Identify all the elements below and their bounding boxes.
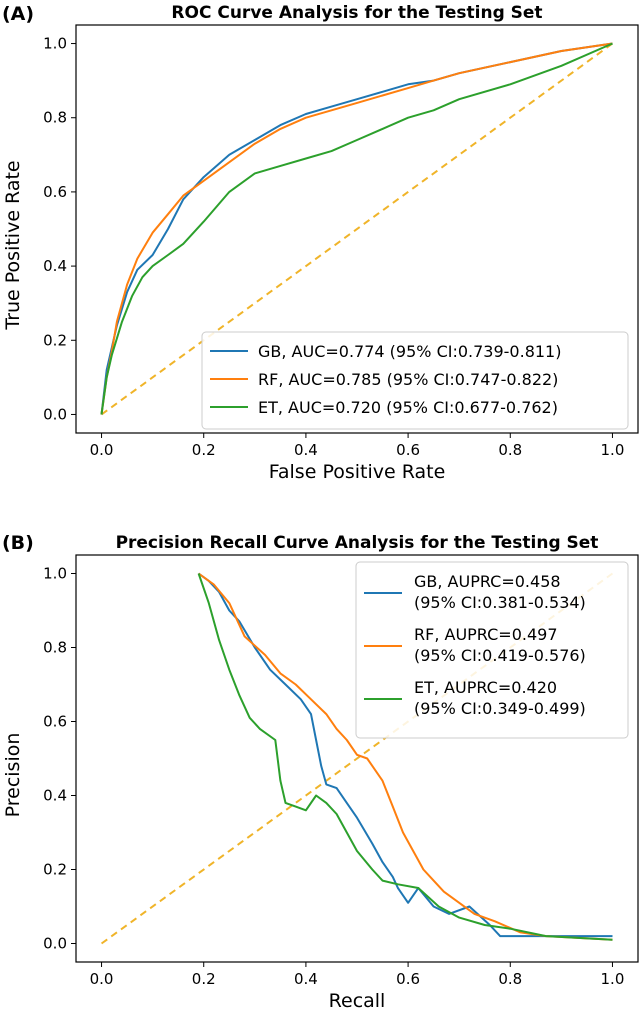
pr-panel-label: (B) xyxy=(2,532,34,554)
roc-x-tick-label-4: 0.8 xyxy=(498,441,522,459)
roc-plot-area: 0.0 0.2 0.4 0.6 0.8 1.0 0.0 0.2 0.4 0.6 0.8 1.0 xyxy=(43,24,639,459)
roc-y-tick-label-4: 0.8 xyxy=(43,109,67,127)
roc-y-tick-label-5: 1.0 xyxy=(43,35,67,53)
roc-title: ROC Curve Analysis for the Testing Set xyxy=(171,3,542,23)
pr-x-tick-label-0: 0.0 xyxy=(90,970,114,988)
pr-x-tick-label-4: 0.8 xyxy=(498,970,522,988)
pr-y-axis-label: Precision xyxy=(2,733,24,818)
pr-legend-entry-rf: RF, AUPRC=0.497 xyxy=(414,625,558,644)
roc-y-tick-label-2: 0.4 xyxy=(43,257,67,275)
pr-plot-area: 0.0 0.2 0.4 0.6 0.8 1.0 0.0 0.2 0.4 0.6 0.8 1.0 xyxy=(43,554,639,988)
pr-y-tick-label-2: 0.4 xyxy=(43,787,67,805)
pr-legend-entry-et-ci: (95% CI:0.349-0.499) xyxy=(414,699,586,718)
roc-legend-frame xyxy=(201,331,629,430)
pr-y-tick-label-0: 0.0 xyxy=(43,935,67,953)
pr-x-tick-label-1: 0.2 xyxy=(192,970,216,988)
pr-series-et xyxy=(197,573,613,941)
pr-y-tick-label-3: 0.6 xyxy=(43,713,67,731)
pr-y-tick-label-1: 0.2 xyxy=(43,861,67,879)
pr-x-axis-label: Recall xyxy=(329,990,386,1012)
roc-series-et xyxy=(100,42,613,415)
roc-y-tick-label-0: 0.0 xyxy=(43,405,67,423)
roc-legend-entry-rf: RF, AUC=0.785 (95% CI:0.747-0.822) xyxy=(258,370,558,389)
roc-chance-line xyxy=(100,42,614,416)
pr-chance-line xyxy=(100,572,614,945)
roc-series-rf xyxy=(100,42,613,415)
roc-axes-frame xyxy=(75,24,639,434)
pr-legend-entry-gb: GB, AUPRC=0.458 xyxy=(414,572,561,591)
pr-title: Precision Recall Curve Analysis for the … xyxy=(116,533,599,553)
roc-legend: GB, AUC=0.774 (95% CI:0.739-0.811) RF, A… xyxy=(201,331,629,430)
roc-x-tick-label-1: 0.2 xyxy=(192,441,216,459)
roc-legend-entry-et: ET, AUC=0.720 (95% CI:0.677-0.762) xyxy=(258,398,558,417)
pr-panel: (B) Precision Recall Curve Analysis for … xyxy=(2,532,639,1012)
roc-x-tick-label-3: 0.6 xyxy=(396,441,420,459)
pr-series-rf xyxy=(198,572,613,941)
roc-y-tick-label-3: 0.6 xyxy=(43,183,67,201)
roc-y-axis-label: True Positive Rate xyxy=(2,160,24,330)
roc-panel-label: (A) xyxy=(2,3,34,25)
roc-x-axis-label: False Positive Rate xyxy=(269,461,446,483)
pr-x-tick-label-2: 0.4 xyxy=(294,970,318,988)
roc-x-tick-label-2: 0.4 xyxy=(294,441,318,459)
pr-legend-frame xyxy=(355,561,629,739)
pr-legend-entry-rf-ci: (95% CI:0.419-0.576) xyxy=(414,646,586,665)
roc-legend-entry-gb: GB, AUC=0.774 (95% CI:0.739-0.811) xyxy=(258,342,561,361)
roc-x-tick-label-5: 1.0 xyxy=(601,441,625,459)
pr-y-tick-label-4: 0.8 xyxy=(43,639,67,657)
pr-axes-frame xyxy=(75,554,639,963)
pr-legend: GB, AUPRC=0.458 (95% CI:0.381-0.534) RF,… xyxy=(355,561,629,739)
roc-x-tick-label-0: 0.0 xyxy=(90,441,114,459)
pr-legend-entry-et: ET, AUPRC=0.420 xyxy=(414,678,557,697)
roc-y-tick-label-1: 0.2 xyxy=(43,331,67,349)
pr-x-tick-label-3: 0.6 xyxy=(396,970,420,988)
pr-y-tick-label-5: 1.0 xyxy=(43,565,67,583)
pr-x-tick-label-5: 1.0 xyxy=(601,970,625,988)
roc-panel: (A) ROC Curve Analysis for the Testing S… xyxy=(2,3,639,483)
pr-series-gb xyxy=(198,572,613,938)
pr-legend-entry-gb-ci: (95% CI:0.381-0.534) xyxy=(414,593,586,612)
